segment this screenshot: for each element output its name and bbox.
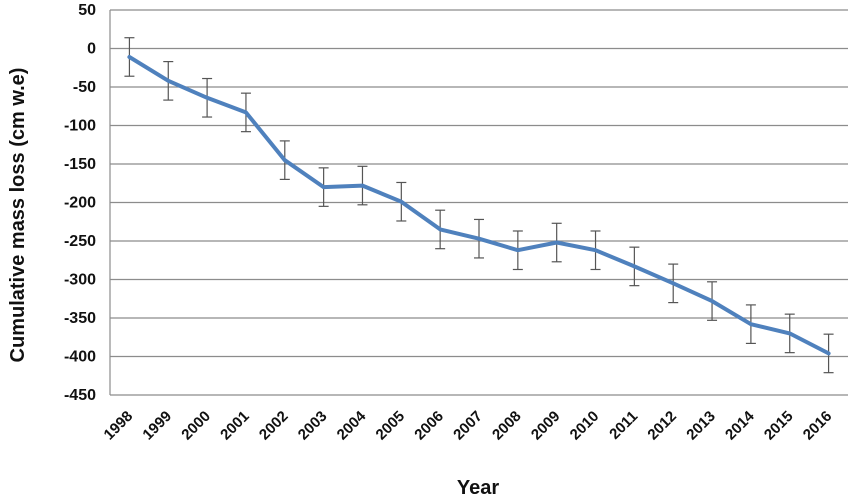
x-tick-label: 2016 (800, 408, 836, 444)
y-tick-label: 0 (87, 41, 96, 58)
x-tick-label: 2014 (722, 407, 758, 443)
data-point (632, 264, 636, 268)
y-tick-label: -150 (64, 156, 96, 173)
error-bars (124, 37, 834, 374)
y-axis-title: Cumulative mass loss (cm w.e) (7, 68, 29, 363)
x-axis-title: Year (457, 477, 499, 499)
data-point (360, 184, 364, 188)
y-tick-label: 50 (78, 2, 96, 19)
x-tick-label: 1998 (101, 408, 137, 444)
x-tick-label: 2012 (644, 408, 680, 444)
x-tick-label: 2003 (295, 408, 331, 444)
y-tick-label: -400 (64, 349, 96, 366)
data-point (127, 55, 131, 59)
data-point (749, 322, 753, 326)
series-line (127, 55, 831, 356)
data-point (399, 200, 403, 204)
y-tick-label: -50 (73, 79, 96, 96)
data-point (827, 351, 831, 355)
y-tick-label: -300 (64, 272, 96, 289)
x-tick-label: 2009 (528, 408, 564, 444)
data-point (438, 227, 442, 231)
x-tick-label: 2007 (450, 408, 486, 444)
y-tick-label: -250 (64, 233, 96, 250)
gridlines (109, 9, 848, 396)
y-tick-label: -450 (64, 387, 96, 404)
data-point (477, 237, 481, 241)
x-tick-label: 2015 (761, 408, 797, 444)
data-point (555, 241, 559, 245)
x-tick-label: 2000 (178, 408, 214, 444)
x-tick-label: 1999 (139, 408, 175, 444)
data-point (516, 248, 520, 252)
data-point (244, 110, 248, 114)
x-tick-label: 2006 (411, 408, 447, 444)
data-point (671, 281, 675, 285)
y-tick-label: -350 (64, 310, 96, 327)
x-tick-label: 2002 (256, 408, 292, 444)
data-point (283, 158, 287, 162)
x-tick-label: 2001 (217, 408, 253, 444)
x-tick-label: 2008 (489, 408, 525, 444)
x-tick-labels: 1998 1999 2000 2001 2002 2003 2004 2005 2006 2007… (101, 407, 836, 443)
data-point (166, 79, 170, 83)
x-tick-label: 2013 (683, 408, 719, 444)
y-tick-label: -200 (64, 195, 96, 212)
x-tick-label: 2011 (606, 408, 641, 443)
data-points (127, 55, 831, 355)
data-point (205, 96, 209, 100)
data-point (594, 248, 598, 252)
x-tick-label: 2005 (373, 408, 409, 444)
y-tick-label: -100 (64, 118, 96, 135)
data-point (322, 185, 326, 189)
x-tick-label: 2004 (334, 407, 370, 443)
y-tick-labels: 50 0 -50 -100 -150 -200 -250 -300 -350 -400 -450 (64, 2, 96, 404)
x-tick-label: 2010 (567, 408, 603, 444)
data-point (710, 299, 714, 303)
data-point (788, 331, 792, 335)
